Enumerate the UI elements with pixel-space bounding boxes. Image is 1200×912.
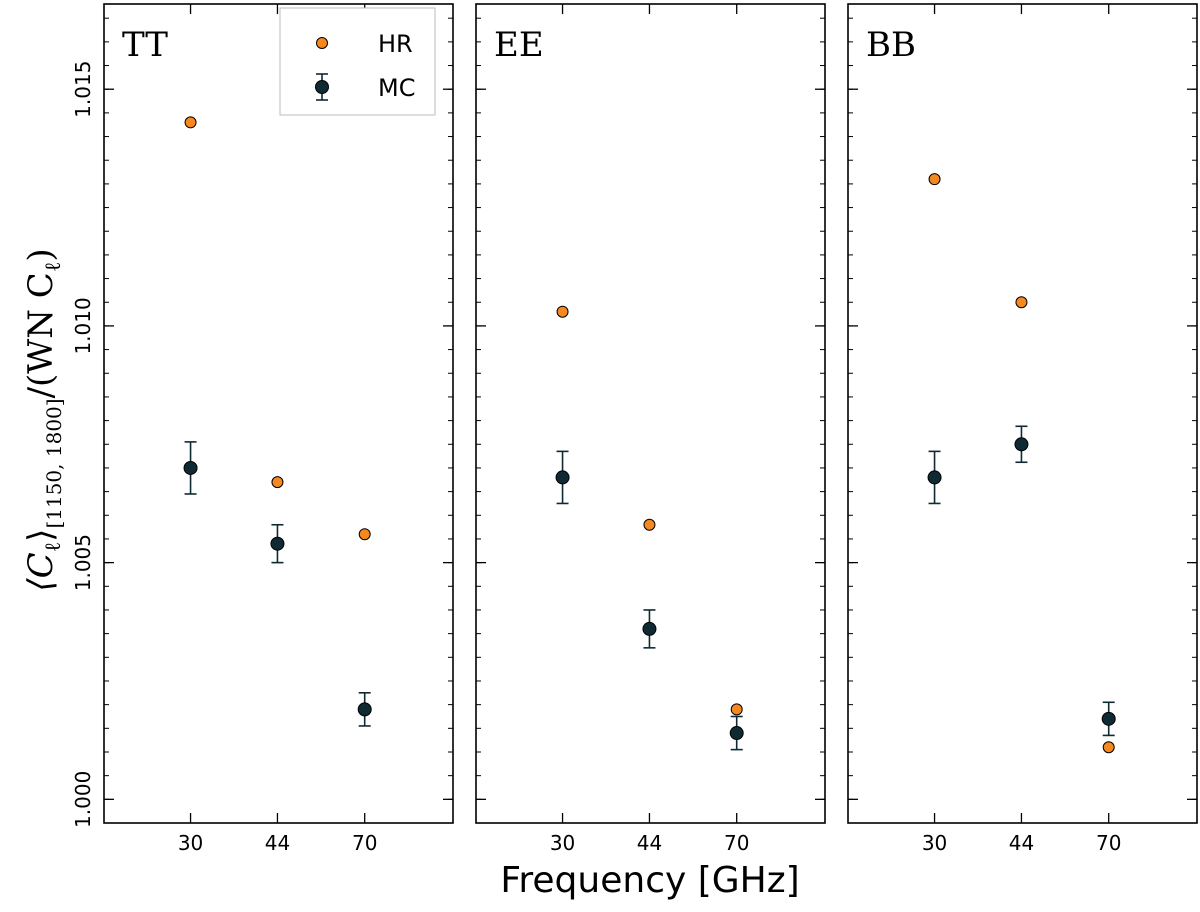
point-mc bbox=[642, 621, 657, 636]
y-axis-label-text: ⟨Cℓ⟩[1150, 1800]/(WN Cℓ) bbox=[21, 248, 66, 591]
panel-title: BB bbox=[866, 25, 916, 65]
point-mc bbox=[270, 536, 285, 551]
point-hr bbox=[358, 528, 371, 541]
y-tick-label: 1.015 bbox=[71, 61, 95, 118]
x-axis-label: Frequency [GHz] bbox=[500, 860, 799, 901]
ylabel-c: ⟨C bbox=[21, 552, 61, 591]
point-hr bbox=[556, 305, 569, 318]
x-tick-label: 70 bbox=[724, 831, 749, 855]
y-tick-label: 1.005 bbox=[71, 534, 95, 591]
y-axis-label: ⟨Cℓ⟩[1150, 1800]/(WN Cℓ) bbox=[21, 248, 66, 591]
ylabel-end: ) bbox=[21, 248, 61, 261]
point-hr bbox=[271, 476, 284, 489]
x-tick-label: 44 bbox=[637, 831, 662, 855]
point-hr bbox=[643, 518, 656, 531]
x-tick-label: 70 bbox=[1096, 831, 1121, 855]
y-tick-label: 1.000 bbox=[71, 771, 95, 828]
x-tick-label: 30 bbox=[178, 831, 203, 855]
panels-group: 1.000 1.005 1.010 1.015 30 44 70 TT HR MC 30 44 70 EE… bbox=[71, 3, 1198, 855]
panel-ee: 30 44 70 EE bbox=[475, 3, 826, 855]
point-mc bbox=[183, 460, 198, 475]
legend-label: HR bbox=[378, 30, 413, 58]
panel-frame bbox=[475, 3, 826, 824]
panel-bb: 30 44 70 BB bbox=[847, 3, 1198, 855]
legend-label: MC bbox=[378, 74, 415, 102]
point-hr bbox=[928, 173, 941, 186]
point-hr bbox=[1102, 741, 1115, 754]
y-tick-label: 1.010 bbox=[71, 297, 95, 354]
x-tick-label: 70 bbox=[352, 831, 377, 855]
x-tick-label: 30 bbox=[550, 831, 575, 855]
legend: HR MC bbox=[279, 7, 436, 116]
point-mc bbox=[927, 470, 942, 485]
x-tick-label: 44 bbox=[1009, 831, 1034, 855]
ylabel-sub-l2: ℓ bbox=[41, 262, 66, 273]
point-hr bbox=[730, 703, 743, 716]
ylabel-range: [1150, 1800] bbox=[42, 398, 66, 528]
ylabel-div: /(WN C bbox=[21, 272, 61, 398]
panel-frame bbox=[103, 3, 454, 824]
legend-marker bbox=[316, 37, 328, 49]
point-mc bbox=[729, 726, 744, 741]
x-tick-label: 30 bbox=[922, 831, 947, 855]
point-mc bbox=[357, 702, 372, 717]
point-mc bbox=[555, 470, 570, 485]
panel-tt: 1.000 1.005 1.010 1.015 30 44 70 TT HR MC bbox=[71, 3, 454, 855]
legend-marker bbox=[315, 80, 329, 94]
point-hr bbox=[1015, 296, 1028, 309]
point-mc bbox=[1101, 711, 1116, 726]
panel-frame bbox=[847, 3, 1198, 824]
point-hr bbox=[184, 116, 197, 129]
ylabel-sub-l: ℓ bbox=[41, 542, 66, 553]
x-tick-label: 44 bbox=[265, 831, 290, 855]
panel-title: EE bbox=[494, 25, 544, 65]
panel-title: TT bbox=[122, 25, 168, 65]
ylabel-close: ⟩ bbox=[21, 529, 61, 542]
point-mc bbox=[1014, 437, 1029, 452]
legend-frame bbox=[279, 7, 436, 116]
